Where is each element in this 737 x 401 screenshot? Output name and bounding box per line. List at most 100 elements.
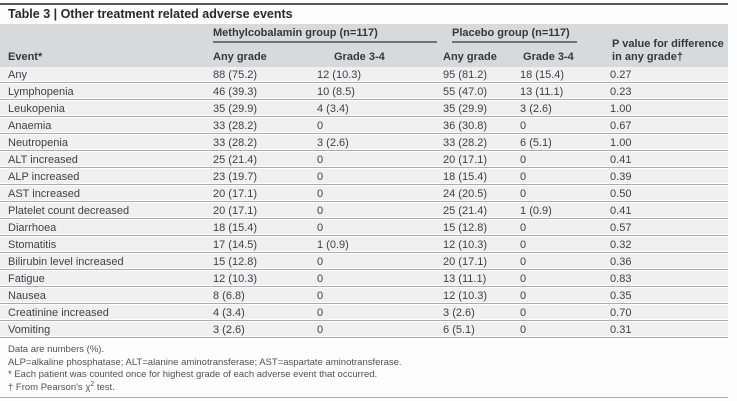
p-value-cell: 0.31 [610, 322, 729, 339]
methyl-grade34-cell: 0 [317, 169, 444, 186]
methyl-any-grade-cell: 20 (17.1) [213, 203, 317, 220]
table-title: Table 3 | Other treatment related advers… [8, 7, 293, 21]
adverse-events-table: Methylcobalamin group (n=117) Placebo gr… [0, 24, 729, 339]
event-cell: Anaemia [0, 118, 213, 135]
placebo-grade34-cell: 18 (15.4) [520, 67, 611, 84]
placebo-grade34-cell: 0 [520, 305, 611, 322]
p-value-cell: 0.32 [610, 237, 729, 254]
methyl-grade34-cell: 0 [317, 186, 444, 203]
placebo-any-grade-cell: 18 (15.4) [443, 169, 521, 186]
footnote-chi-post: test. [94, 381, 115, 393]
p-value-cell: 0.27 [610, 67, 729, 84]
header-spacer [0, 24, 213, 43]
p-value-cell: 0.57 [610, 220, 729, 237]
event-cell: Stomatitis [0, 237, 213, 254]
methyl-grade34-cell: 0 [317, 322, 444, 339]
table-row: Vomiting 3 (2.6) 0 6 (5.1) 0 0.31 [0, 322, 729, 339]
methyl-grade34-cell: 4 (3.4) [317, 101, 444, 118]
methyl-any-grade-cell: 33 (28.2) [213, 135, 317, 152]
methyl-grade34-cell: 0 [317, 254, 444, 271]
placebo-any-grade-cell: 24 (20.5) [443, 186, 521, 203]
event-cell: Nausea [0, 288, 213, 305]
methyl-grade34-cell: 0 [317, 203, 444, 220]
p-value-cell: 1.00 [610, 135, 729, 152]
event-cell: Creatinine increased [0, 305, 213, 322]
table-row: Lymphopenia 46 (39.3) 10 (8.5) 55 (47.0)… [0, 84, 729, 101]
sub-header-row: Event* Any grade Grade 3-4 Any grade Gra… [0, 43, 728, 67]
methyl-grade34-cell: 0 [317, 220, 444, 237]
methyl-any-grade-cell: 33 (28.2) [213, 118, 317, 135]
placebo-any-grade-cell: 35 (29.9) [443, 101, 521, 118]
p-value-cell: 0.67 [610, 118, 729, 135]
methyl-grade34-cell: 0 [317, 305, 444, 322]
footnote-chi-pre: † From Pearson's χ [8, 381, 91, 393]
p-value-cell: 0.83 [610, 271, 729, 288]
methyl-any-grade-cell: 15 (12.8) [213, 254, 317, 271]
event-cell: Platelet count decreased [0, 203, 213, 220]
event-cell: Vomiting [0, 322, 213, 339]
table-row: ALP increased 23 (19.7) 0 18 (15.4) 0 0.… [0, 169, 729, 186]
table-row: Bilirubin level increased 15 (12.8) 0 20… [0, 254, 729, 271]
methyl-any-grade-cell: 46 (39.3) [213, 84, 317, 101]
placebo-grade34-cell: 0 [520, 271, 611, 288]
footnote-line: ALP=alkaline phosphatase; ALT=alanine am… [8, 356, 402, 368]
methyl-grade34-cell: 12 (10.3) [317, 67, 444, 84]
column-header-p-value: P value for difference in any grade† [610, 24, 729, 67]
group-header-placebo: Placebo group (n=117) [452, 25, 578, 43]
p-value-cell: 0.23 [610, 84, 729, 101]
methyl-any-grade-cell: 17 (14.5) [213, 237, 317, 254]
placebo-grade34-cell: 0 [520, 152, 611, 169]
event-cell: Diarrhoea [0, 220, 213, 237]
footnote-line-chi: † From Pearson's χ2 test. [8, 380, 720, 395]
table-row: Anaemia 33 (28.2) 0 36 (30.8) 0 0.67 [0, 118, 729, 135]
placebo-any-grade-cell: 12 (10.3) [443, 237, 521, 254]
placebo-any-grade-cell: 13 (11.1) [443, 271, 521, 288]
column-header-placebo-any-grade: Any grade [443, 43, 521, 67]
methyl-any-grade-cell: 20 (17.1) [213, 186, 317, 203]
p-value-cell: 0.36 [610, 254, 729, 271]
placebo-any-grade-cell: 20 (17.1) [443, 254, 521, 271]
footnotes: Data are numbers (%). ALP=alkaline phosp… [0, 339, 728, 397]
group-header-methylcobalamin: Methylcobalamin group (n=117) [213, 25, 438, 43]
footnote-line: * Each patient was counted once for high… [8, 369, 378, 380]
footnote-line: Data are numbers (%). [8, 344, 105, 355]
placebo-grade34-cell: 0 [520, 220, 611, 237]
methyl-any-grade-cell: 12 (10.3) [213, 271, 317, 288]
placebo-any-grade-cell: 33 (28.2) [443, 135, 521, 152]
group-header-placebo-cell: Placebo group (n=117) [443, 24, 611, 43]
placebo-grade34-cell: 0 [520, 254, 611, 271]
placebo-grade34-cell: 13 (11.1) [520, 84, 611, 101]
table-row: Diarrhoea 18 (15.4) 0 15 (12.8) 0 0.57 [0, 220, 729, 237]
methyl-grade34-cell: 0 [317, 271, 444, 288]
placebo-any-grade-cell: 25 (21.4) [443, 203, 521, 220]
p-value-cell: 0.41 [610, 203, 729, 220]
placebo-grade34-cell: 3 (2.6) [520, 101, 611, 118]
p-value-cell: 0.39 [610, 169, 729, 186]
p-value-cell: 0.50 [610, 186, 729, 203]
event-cell: Lymphopenia [0, 84, 213, 101]
placebo-any-grade-cell: 36 (30.8) [443, 118, 521, 135]
event-cell: Leukopenia [0, 101, 213, 118]
methyl-grade34-cell: 0 [317, 118, 444, 135]
placebo-grade34-cell: 0 [520, 288, 611, 305]
column-header-methyl-grade34: Grade 3-4 [317, 43, 444, 67]
event-cell: Any [0, 67, 213, 84]
table-body: Any 88 (75.2) 12 (10.3) 95 (81.2) 18 (15… [0, 67, 729, 339]
methyl-grade34-cell: 10 (8.5) [317, 84, 444, 101]
methyl-any-grade-cell: 4 (3.4) [213, 305, 317, 322]
placebo-grade34-cell: 0 [520, 118, 611, 135]
placebo-grade34-cell: 0 [520, 237, 611, 254]
event-cell: AST increased [0, 186, 213, 203]
methyl-grade34-cell: 3 (2.6) [317, 135, 444, 152]
methyl-grade34-cell: 0 [317, 288, 444, 305]
event-cell: Neutropenia [0, 135, 213, 152]
methyl-any-grade-cell: 35 (29.9) [213, 101, 317, 118]
placebo-any-grade-cell: 15 (12.8) [443, 220, 521, 237]
top-rule [0, 3, 728, 5]
event-cell: Bilirubin level increased [0, 254, 213, 271]
column-header-methyl-any-grade: Any grade [213, 43, 317, 67]
placebo-any-grade-cell: 20 (17.1) [443, 152, 521, 169]
table-header: Methylcobalamin group (n=117) Placebo gr… [0, 24, 729, 67]
